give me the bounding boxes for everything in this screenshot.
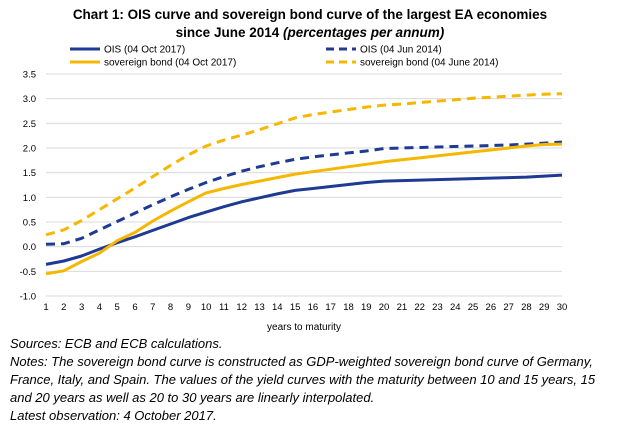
x-tick-label: 4 [97,302,102,313]
x-tick-label: 28 [521,302,532,313]
x-tick-label: 23 [432,302,443,313]
x-tick-label: 27 [503,302,514,313]
x-tick-label: 1 [43,302,48,313]
y-axis: -1.0 -0.5 0.0 0.5 1.0 1.5 2.0 2.5 3.0 3.5 [20,70,36,303]
x-tick-label: 30 [557,302,568,313]
y-tick-label: 3.5 [23,70,36,81]
x-tick-label: 2 [61,302,66,313]
y-tick-label: 0.0 [23,242,36,253]
legend: OIS (04 Oct 2017) OIS (04 Jun 2014) sovere… [70,45,498,69]
title-line-2-italic: (percentages per annum) [283,25,445,40]
x-tick-label: 14 [272,302,283,313]
x-tick-label: 13 [254,302,265,313]
notes-line-2: France, Italy, and Spain. The values of … [10,372,596,387]
x-tick-label: 11 [219,302,229,313]
x-tick-label: 24 [450,302,461,313]
chart-notes: Sources: ECB and ECB calculations. Notes… [10,335,615,425]
notes-line-3: and 20 years as well as 20 to 30 years a… [10,390,375,405]
x-tick-label: 6 [132,302,137,313]
title-line-2: since June 2014 [175,25,280,40]
y-tick-label: 1.0 [23,193,36,204]
title-line-1: Chart 1: OIS curve and sovereign bond cu… [72,7,548,22]
x-tick-label: 18 [343,302,354,313]
sources-text: Sources: ECB and ECB calculations. [10,336,223,351]
y-tick-label: -1.0 [20,292,36,303]
series-line-1 [45,140,563,246]
x-tick-label: 20 [379,302,390,313]
x-axis-label: years to maturity [267,322,341,332]
series-line-2 [45,142,563,276]
y-tick-label: -0.5 [20,267,36,278]
chart-title: Chart 1: OIS curve and sovereign bond cu… [0,6,620,42]
x-tick-label: 3 [79,302,84,313]
gridlines [46,73,562,297]
y-tick-label: 1.5 [23,168,36,179]
x-tick-label: 5 [115,302,120,313]
legend-label: OIS (04 Jun 2014) [360,45,442,56]
y-tick-label: 3.0 [23,94,36,105]
legend-label: sovereign bond (04 Oct 2017) [104,58,236,69]
latest-observation: Latest observation: 4 October 2017. [10,408,217,423]
x-axis: 1 2 3 4 5 6 7 8 9 10 11 12 13 14 15 16 17 18 19 20 21 22 23 24 2… [43,302,567,313]
x-tick-label: 25 [468,302,479,313]
x-tick-label: 21 [397,302,408,313]
x-tick-label: 12 [236,302,247,313]
x-tick-label: 8 [168,302,173,313]
x-tick-label: 26 [486,302,497,313]
x-tick-label: 7 [150,302,155,313]
y-tick-label: 2.5 [23,119,36,130]
y-tick-label: 0.5 [23,218,36,229]
x-tick-label: 17 [325,302,336,313]
legend-label: sovereign bond (04 June 2014) [360,58,498,69]
x-tick-label: 15 [290,302,301,313]
x-tick-label: 16 [308,302,319,313]
series-lines [45,92,563,276]
notes-line-1: Notes: The sovereign bond curve is const… [10,354,593,369]
y-tick-label: 2.0 [23,144,36,155]
x-tick-label: 10 [201,302,212,313]
x-tick-label: 19 [361,302,372,313]
x-tick-label: 9 [186,302,191,313]
series-line-0 [45,173,563,266]
series-line-3 [45,92,563,237]
x-tick-label: 22 [414,302,425,313]
x-tick-label: 29 [539,302,550,313]
legend-label: OIS (04 Oct 2017) [104,45,185,56]
